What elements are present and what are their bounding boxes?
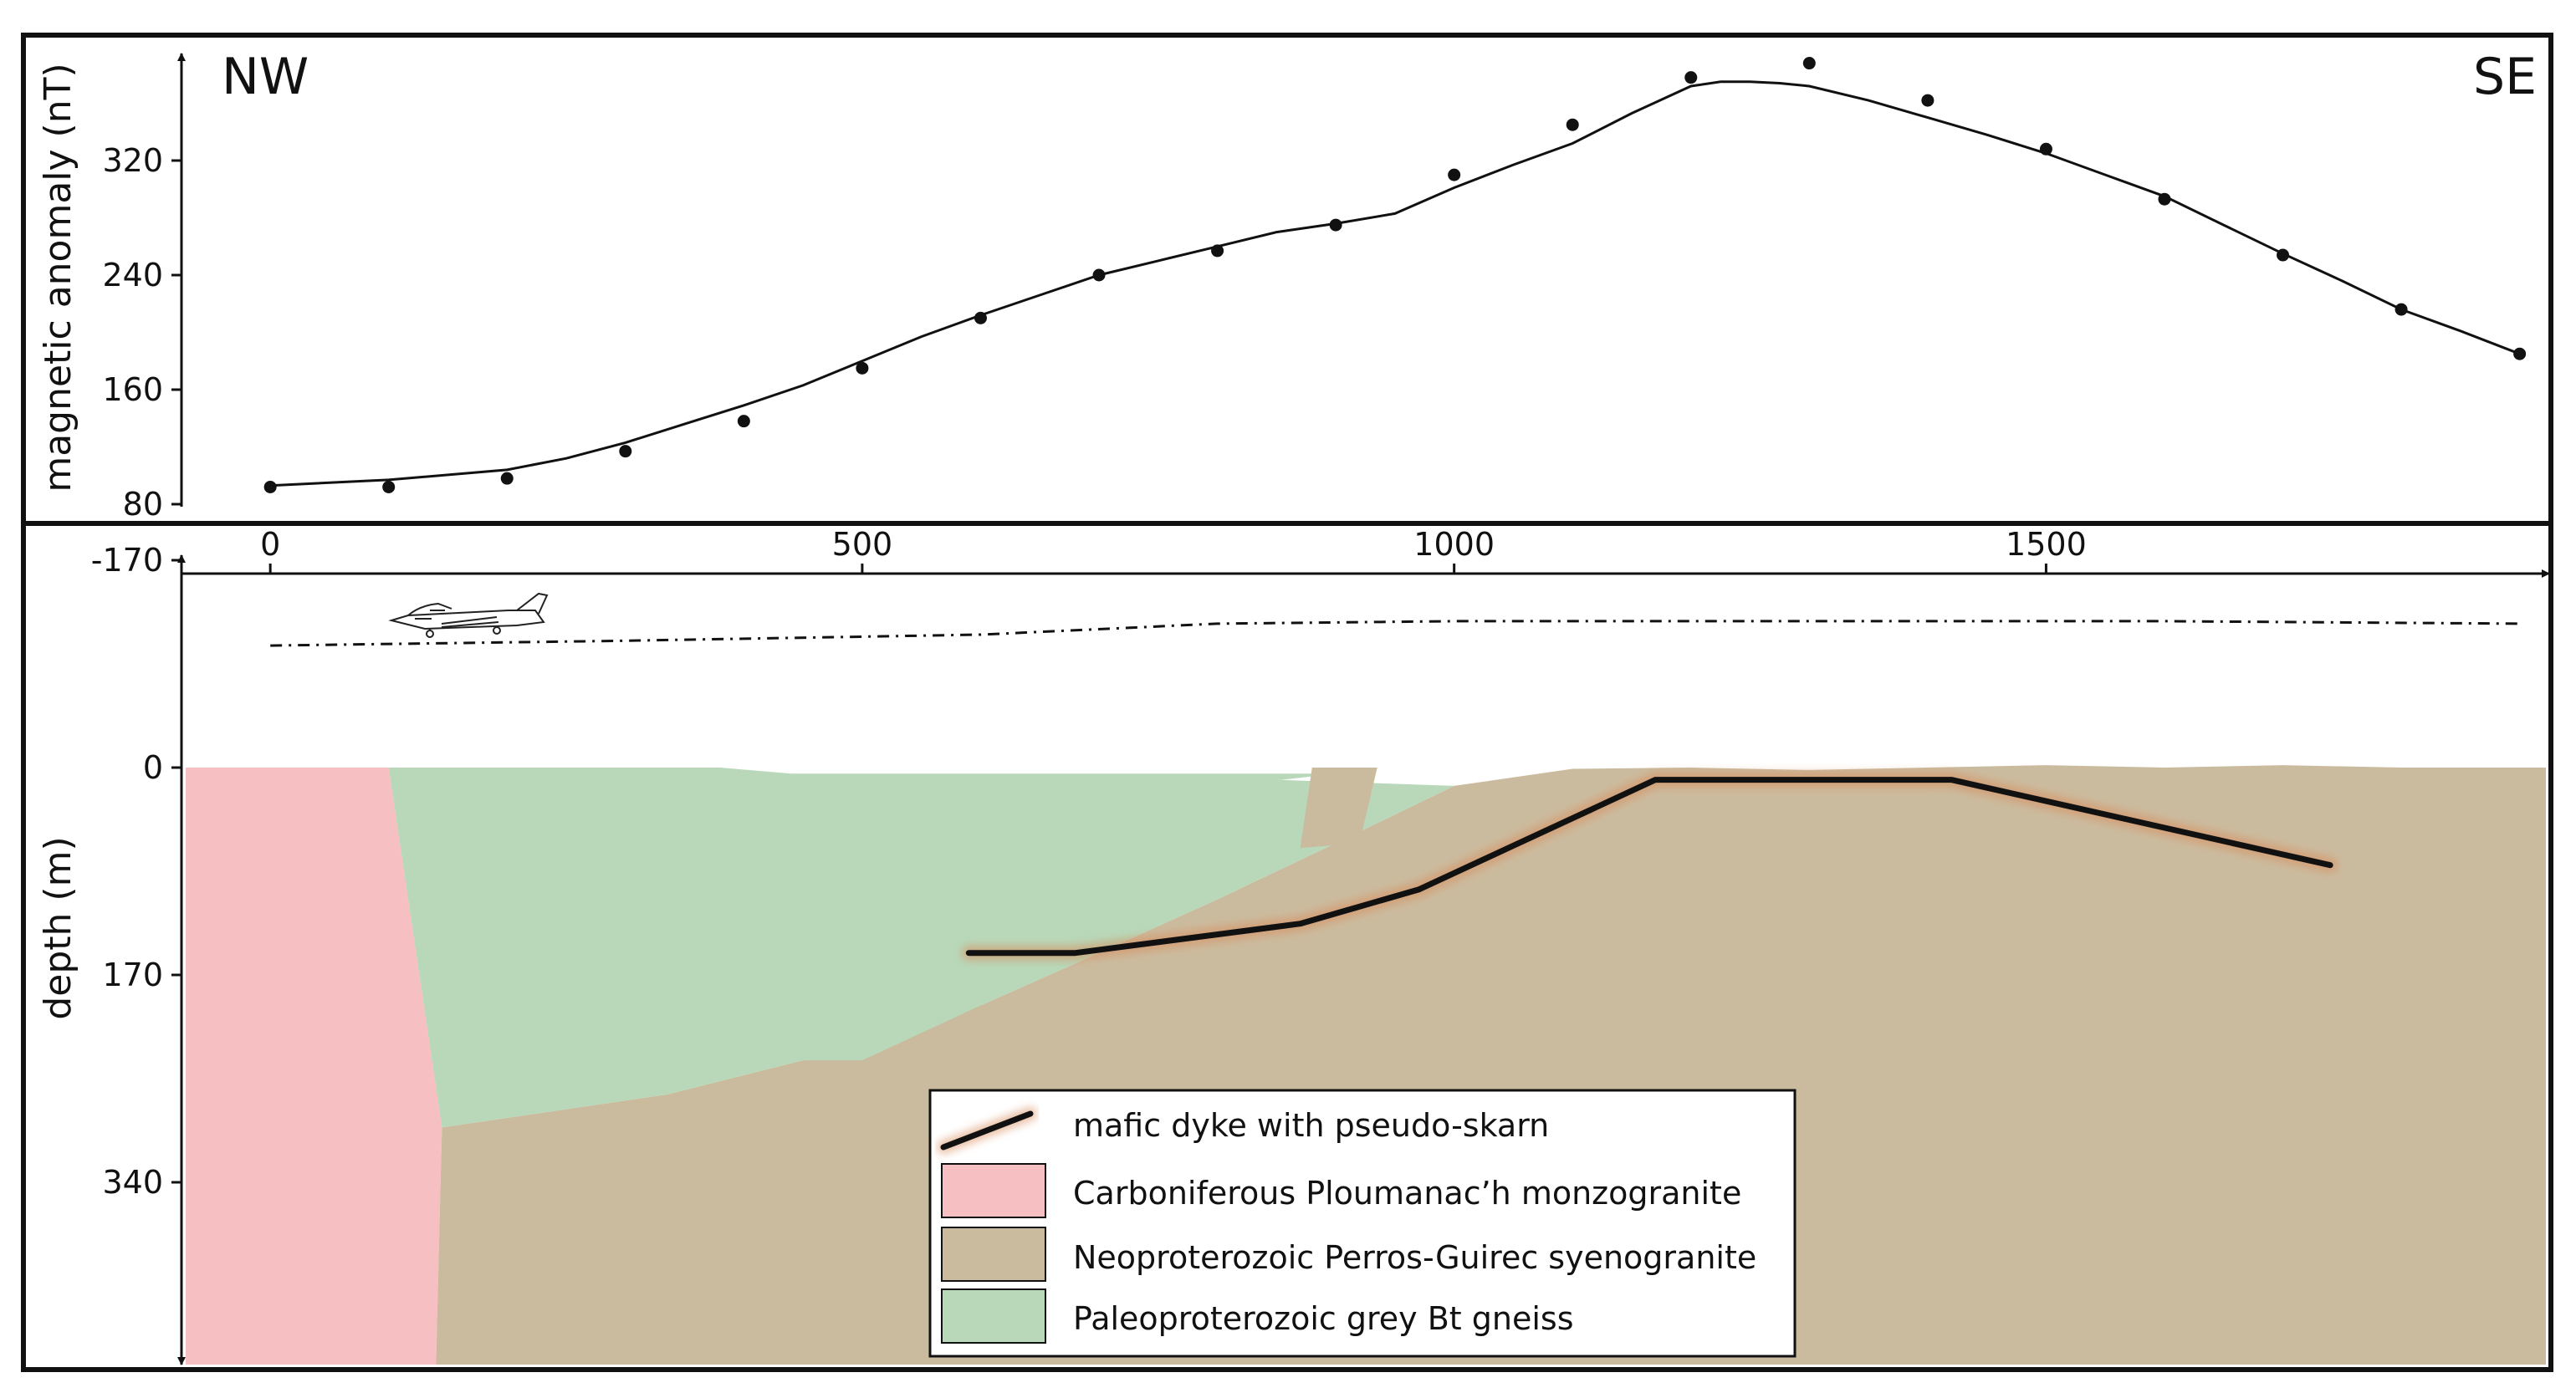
syenogranite-inlier bbox=[1300, 768, 1377, 849]
depth-axis-title: depth (m) bbox=[37, 836, 79, 1019]
legend-swatch-gneiss bbox=[941, 1288, 1046, 1344]
syenogranite-wedge bbox=[1797, 773, 1975, 841]
magnetic-data-point bbox=[1802, 57, 1816, 70]
legend-box bbox=[928, 1089, 1797, 1358]
flight-line bbox=[270, 620, 2520, 647]
distance-tick-label: 1500 bbox=[2006, 526, 2087, 563]
geologic-unit-monzogranite bbox=[186, 768, 442, 1365]
direction-label-nw: NW bbox=[222, 48, 309, 106]
distance-tick-label: 0 bbox=[260, 526, 280, 563]
depth-tick-label: -170 bbox=[91, 542, 163, 579]
geologic-unit-gneiss bbox=[388, 768, 1454, 1128]
mafic-dyke bbox=[961, 772, 2338, 961]
magnetic-data-point bbox=[2158, 192, 2171, 206]
dyke-line bbox=[965, 777, 2333, 957]
legend-label-monzogranite: Carboniferous Ploumanac’h monzogranite bbox=[1073, 1175, 1741, 1212]
distance-tick-label: 1000 bbox=[1413, 526, 1495, 563]
magnetic-data-point bbox=[619, 445, 632, 458]
magnetic-measurements bbox=[263, 57, 2527, 493]
magnetic-tick-label: 320 bbox=[102, 142, 163, 179]
legend-swatch-monzogranite bbox=[941, 1163, 1046, 1218]
magnetic-tick-label: 80 bbox=[123, 486, 163, 523]
depth-tick-label: 170 bbox=[102, 957, 163, 993]
magnetic-data-point bbox=[1211, 244, 1224, 258]
magnetic-data-point bbox=[1092, 268, 1106, 282]
magnetic-data-point bbox=[2039, 142, 2052, 156]
legend-swatch-syenogranite bbox=[941, 1227, 1046, 1282]
magnetic-model-curve bbox=[270, 80, 2521, 487]
legend: mafic dyke with pseudo-skarn Carbonifero… bbox=[928, 1089, 1797, 1358]
legend-dyke-swatch bbox=[940, 1110, 1034, 1151]
magnetic-data-point bbox=[737, 415, 750, 428]
magnetic-tick-label: 160 bbox=[102, 371, 163, 408]
magnetic-data-point bbox=[856, 361, 869, 375]
distance-tick-label: 500 bbox=[832, 526, 893, 563]
magnetic-data-point bbox=[500, 472, 514, 485]
magnetic-data-point bbox=[263, 480, 277, 493]
magnetic-data-point bbox=[1566, 118, 1579, 131]
distance-x-ticks: 0 500 1000 1500 bbox=[260, 526, 2087, 574]
magnetic-data-point bbox=[2513, 347, 2527, 360]
magnetic-data-point bbox=[1448, 168, 1461, 181]
depth-tick-label: 0 bbox=[143, 749, 163, 786]
magnetic-panel-frame bbox=[21, 33, 2553, 526]
section-panel-frame bbox=[21, 521, 2553, 1372]
magnetic-data-point bbox=[1329, 218, 1342, 232]
magnetic-tick-label: 240 bbox=[102, 257, 163, 293]
legend-dyke-label: mafic dyke with pseudo-skarn bbox=[1073, 1107, 1549, 1144]
magnetic-data-point bbox=[1684, 71, 1698, 84]
magnetic-y-ticks: 80 160 240 320 bbox=[102, 142, 181, 523]
magnetic-anomaly-panel: 80 160 240 320 magnetic anomaly (nT) NW SE bbox=[21, 33, 2553, 526]
magnetic-data-point bbox=[2277, 248, 2290, 262]
legend-label-gneiss: Paleoproterozoic grey Bt gneiss bbox=[1073, 1300, 1574, 1337]
magnetic-data-point bbox=[1921, 94, 1935, 107]
magnetic-data-point bbox=[382, 480, 396, 493]
direction-label-se: SE bbox=[2473, 48, 2537, 106]
magnetic-data-point bbox=[974, 311, 987, 324]
magnetic-axis-title: magnetic anomaly (nT) bbox=[37, 63, 79, 492]
legend-label-syenogranite: Neoproterozoic Perros-Guirec syenogranit… bbox=[1073, 1239, 1756, 1276]
magnetic-data-point bbox=[2395, 303, 2408, 316]
depth-tick-label: 340 bbox=[102, 1164, 163, 1201]
depth-y-ticks: -170 0 170 340 bbox=[91, 542, 181, 1201]
aircraft-icon bbox=[388, 592, 549, 638]
geological-section-panel: -170 0 170 340 0 500 1000 1500 depth (m) mafic… bbox=[21, 521, 2553, 1372]
